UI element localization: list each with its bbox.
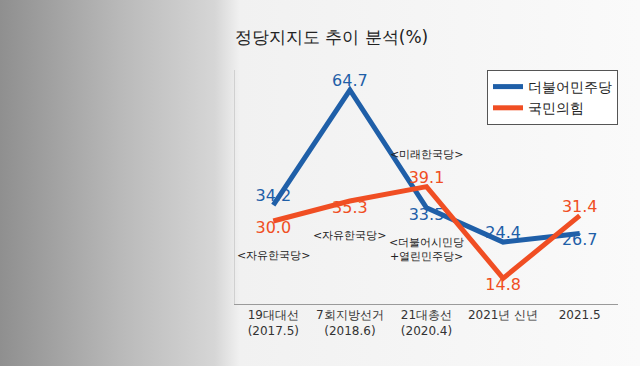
svg-text:더불어민주당: 더불어민주당 [528, 79, 612, 95]
svg-text:국민의힘: 국민의힘 [528, 100, 584, 116]
svg-text:39.1: 39.1 [409, 168, 445, 187]
svg-text:33.5: 33.5 [409, 205, 445, 224]
svg-text:31.4: 31.4 [562, 197, 598, 216]
svg-text:21대총선(2020.4): 21대총선(2020.4) [401, 308, 452, 338]
svg-text:35.3: 35.3 [332, 198, 368, 217]
svg-text:7회지방선거(2018.6): 7회지방선거(2018.6) [316, 308, 384, 338]
svg-text:26.7: 26.7 [562, 230, 598, 249]
svg-text:<자유한국당>: <자유한국당> [313, 229, 386, 242]
svg-text:64.7: 64.7 [332, 71, 368, 90]
svg-text:14.8: 14.8 [485, 275, 521, 294]
svg-text:<자유한국당>: <자유한국당> [237, 249, 310, 262]
svg-text:정당지지도 추이 분석(%): 정당지지도 추이 분석(%) [235, 27, 428, 47]
svg-text:19대대선(2017.5): 19대대선(2017.5) [248, 308, 299, 338]
svg-text:2021년 신년: 2021년 신년 [468, 308, 538, 322]
svg-text:<미래한국당>: <미래한국당> [390, 148, 463, 161]
svg-text:34.2: 34.2 [255, 186, 291, 205]
svg-text:24.4: 24.4 [485, 223, 521, 242]
svg-text:30.0: 30.0 [255, 218, 291, 237]
svg-text:2021.5: 2021.5 [559, 308, 601, 322]
svg-text:<더불어시민당+열린민주당>: <더불어시민당+열린민주당> [389, 236, 464, 263]
